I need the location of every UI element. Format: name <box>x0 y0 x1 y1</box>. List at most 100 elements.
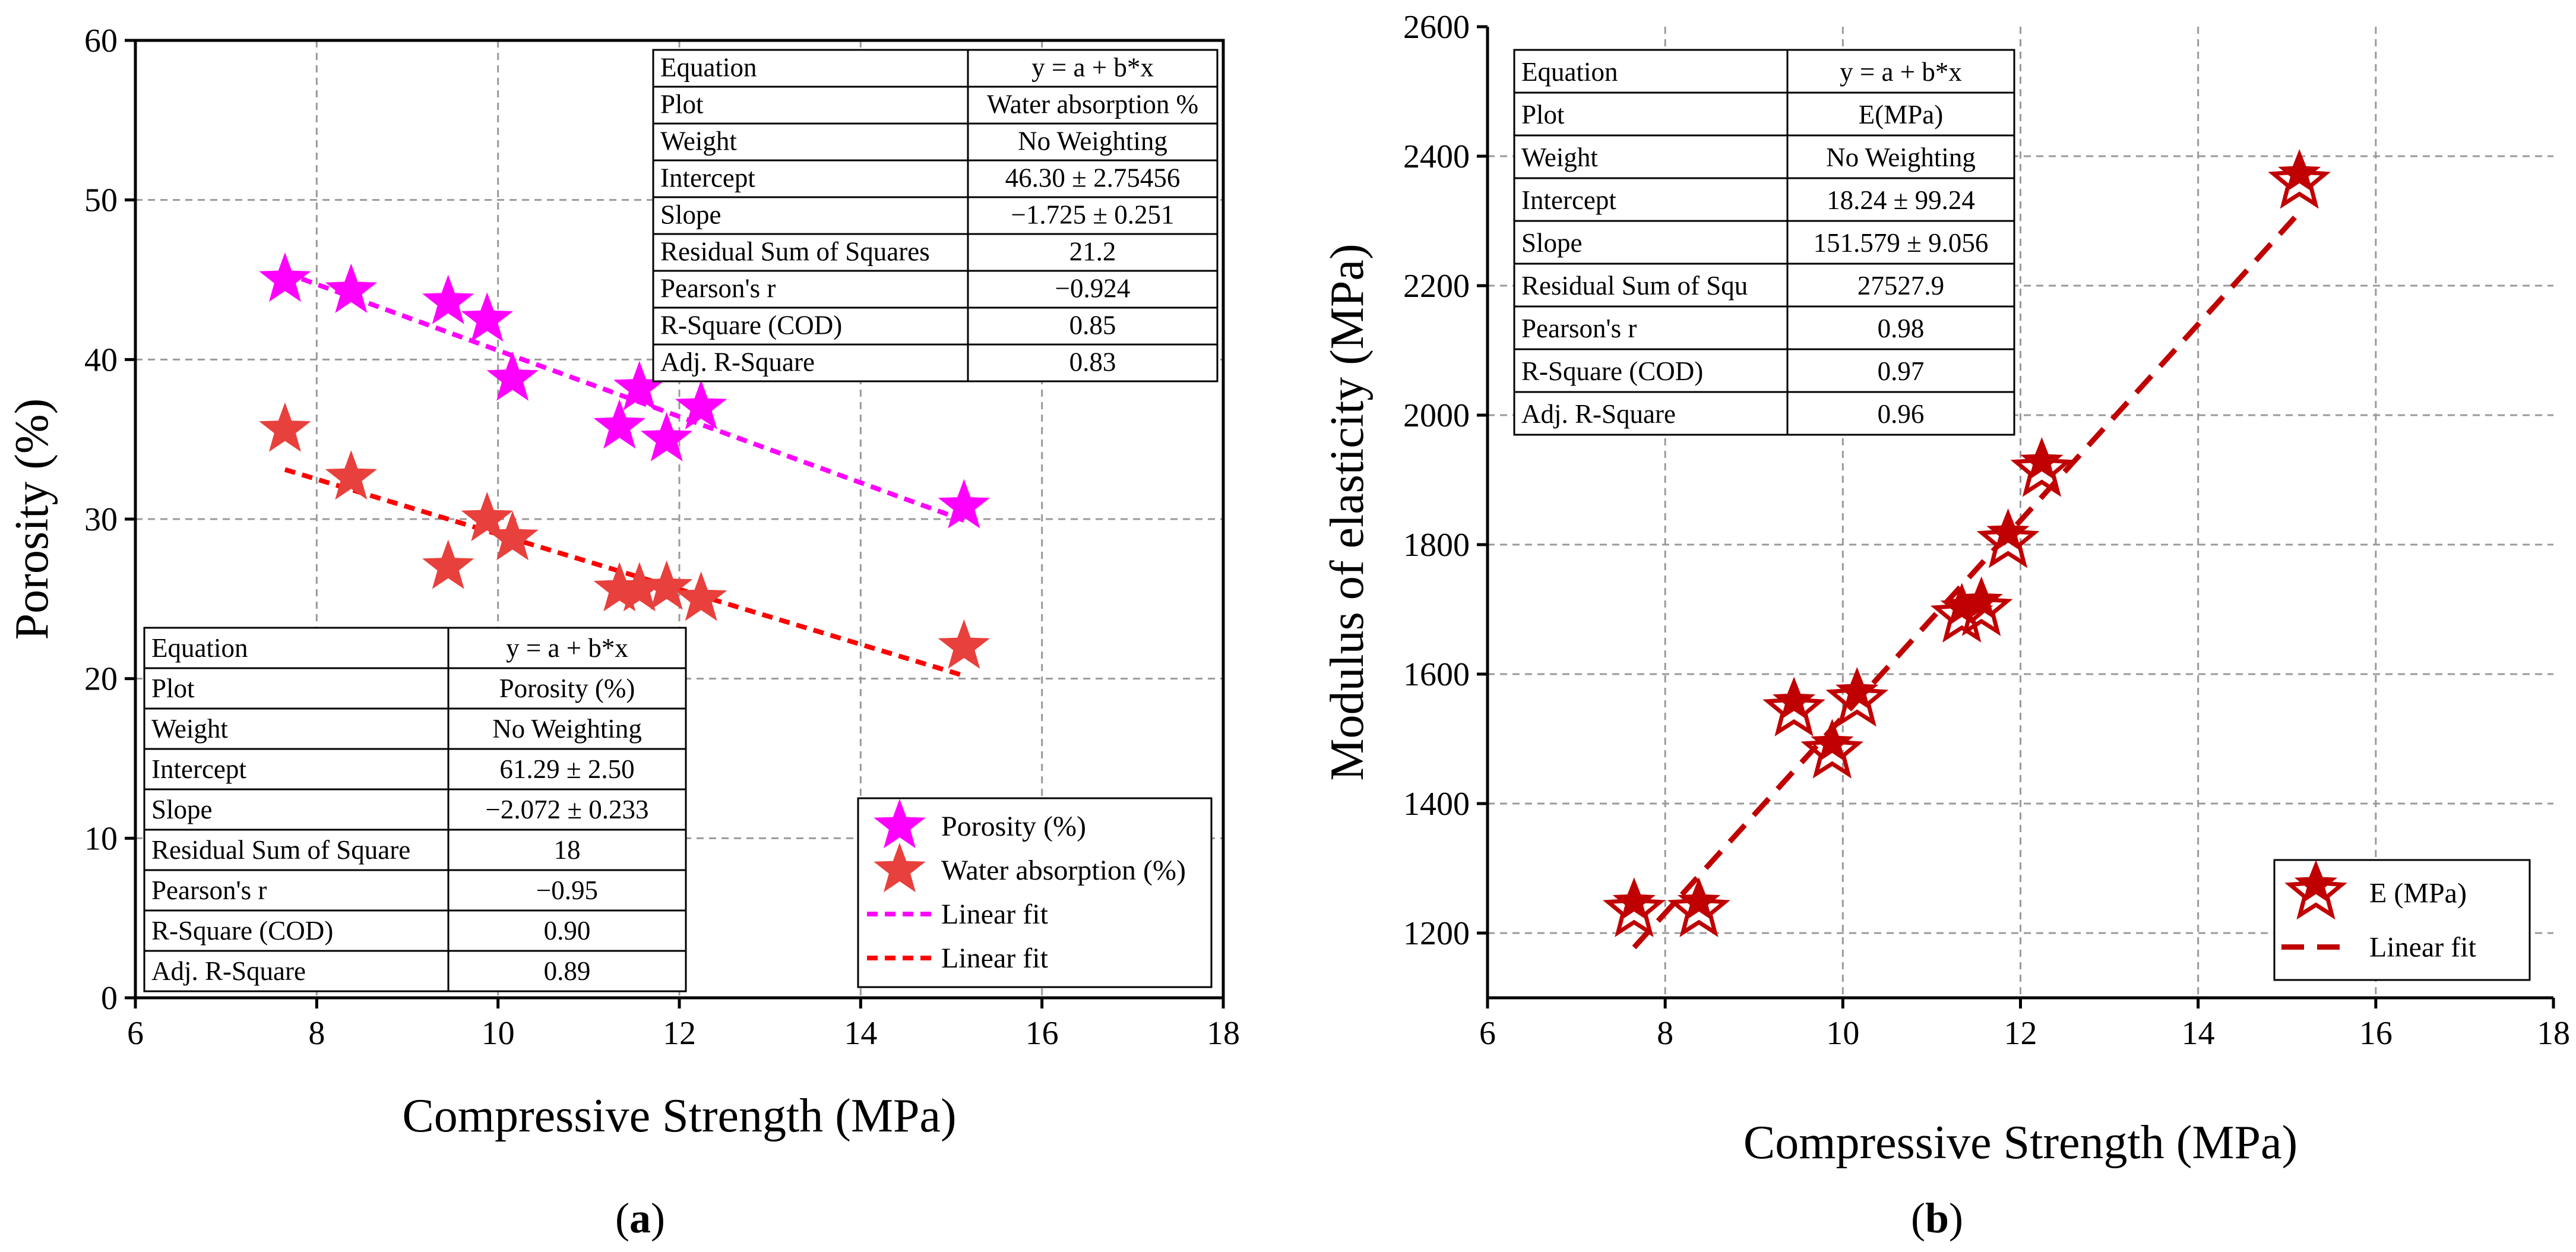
table-key: Equation <box>151 633 248 663</box>
y-tick-label: 1200 <box>1403 915 1470 952</box>
data-point <box>2268 149 2331 209</box>
panel-label: (b) <box>1911 1194 1963 1242</box>
data-point <box>422 274 474 324</box>
table-key: Plot <box>660 90 704 119</box>
x-axis-title: Compressive Strength (MPa) <box>1743 1117 2297 1169</box>
legend-label: Water absorption (%) <box>941 855 1186 886</box>
y-tick-label: 2200 <box>1403 268 1470 305</box>
data-point <box>422 539 474 589</box>
table-value: E(MPa) <box>1859 100 1943 129</box>
table-value: 46.30 ± 2.75456 <box>1005 163 1181 193</box>
legend-label: Linear fit <box>2369 932 2477 963</box>
data-point-fill <box>1960 578 2003 619</box>
table-value: −0.924 <box>1055 274 1131 303</box>
x-tick-label: 18 <box>2537 1015 2570 1052</box>
data-point <box>2010 437 2074 497</box>
legend-star-symbol-fill <box>2294 862 2338 903</box>
table-value: 18.24 ± 99.24 <box>1827 185 1975 215</box>
table-key: Equation <box>1521 57 1618 87</box>
y-axis-title: Porosity (%) <box>6 399 58 640</box>
x-tick-label: 8 <box>1657 1015 1673 1052</box>
x-axis-title: Compressive Strength (MPa) <box>402 1090 956 1142</box>
data-point-fill <box>1612 879 1656 921</box>
series-1 <box>259 252 990 529</box>
x-tick-label: 10 <box>482 1015 515 1052</box>
data-point <box>461 492 514 542</box>
data-point <box>593 399 645 449</box>
table-key: Pearson's r <box>1521 314 1637 343</box>
data-point-fill <box>1772 679 1816 720</box>
data-point <box>675 380 727 430</box>
data-point <box>259 402 311 452</box>
table-key: Slope <box>660 200 721 230</box>
data-point <box>613 562 666 612</box>
table-key: Weight <box>1521 143 1598 172</box>
x-tick-label: 12 <box>2004 1015 2037 1052</box>
data-point-fill <box>1986 510 2030 552</box>
table-key: R-Square (COD) <box>1521 356 1703 386</box>
table-key: Intercept <box>1521 185 1616 215</box>
legend-label: Linear fit <box>941 943 1049 974</box>
table-key: Plot <box>151 674 195 703</box>
x-tick-label: 8 <box>308 1015 325 1052</box>
data-point <box>593 562 645 612</box>
data-point-outline <box>2010 437 2074 497</box>
table-key: Slope <box>151 795 213 824</box>
panel-label-close: ) <box>651 1194 665 1242</box>
data-point-outline <box>1603 877 1666 937</box>
x-tick-label: 6 <box>1479 1015 1496 1052</box>
data-point <box>1825 667 1889 727</box>
table-key: Weight <box>151 714 228 744</box>
table-key: Plot <box>1521 100 1565 129</box>
table-value: 21.2 <box>1069 237 1116 267</box>
table-frame <box>1513 49 2015 436</box>
x-tick-label: 14 <box>844 1015 877 1052</box>
data-point <box>640 412 693 461</box>
y-tick-label: 40 <box>84 342 118 378</box>
table-value: −1.725 ± 0.251 <box>1011 200 1174 230</box>
y-tick-label: 2400 <box>1403 138 1470 175</box>
table-key: Weight <box>660 127 737 156</box>
table-key: Residual Sum of Squares <box>660 237 930 267</box>
linear-fit-line-2 <box>284 467 965 678</box>
data-point <box>1762 676 1825 736</box>
table-key: Intercept <box>151 754 246 784</box>
table-value: Porosity (%) <box>499 674 635 703</box>
table-value: 18 <box>554 835 581 865</box>
table-frame <box>652 49 1219 382</box>
y-tick-label: 1800 <box>1403 527 1470 564</box>
y-tick-label: 1400 <box>1403 786 1470 823</box>
data-point <box>325 450 378 500</box>
table-value: 61.29 ± 2.50 <box>499 754 634 784</box>
y-axis-title: Modulus of elasticity (MPa) <box>1321 244 1374 780</box>
x-tick-label: 14 <box>2182 1015 2215 1052</box>
table-key: Adj. R-Square <box>660 347 815 377</box>
legend-star-symbol-outline <box>2284 859 2347 920</box>
table-value: 27527.9 <box>1857 271 1944 301</box>
table-value: 151.579 ± 9.056 <box>1814 228 1989 258</box>
data-point-outline <box>1667 877 1730 937</box>
table-key: Slope <box>1521 228 1583 258</box>
data-point-fill <box>2278 151 2321 192</box>
legend-frame <box>857 797 1213 988</box>
table-value: y = a + b*x <box>506 633 628 663</box>
data-point-fill <box>1677 879 1721 921</box>
y-tick-label: 50 <box>84 182 118 219</box>
data-point <box>1603 877 1666 937</box>
table-value: 0.85 <box>1069 311 1116 340</box>
table-value: y = a + b*x <box>1840 57 1962 87</box>
data-point-outline <box>1825 667 1889 727</box>
y-tick-label: 1600 <box>1403 656 1470 693</box>
table-value: No Weighting <box>492 714 642 744</box>
panel-label-open: ( <box>615 1194 629 1242</box>
y-tick-label: 2600 <box>1403 9 1470 46</box>
stats-table-1: Equation y = a + b*x Plot Water absorption … <box>652 49 1219 382</box>
data-point <box>486 351 539 401</box>
stats-table-1: Equation y = a + b*x Plot E(MPa) Weight No We… <box>1513 49 2015 436</box>
table-value: 0.97 <box>1878 356 1925 386</box>
table-key: Pearson's r <box>151 875 267 905</box>
panel-label-letter: a <box>629 1194 651 1242</box>
table-value: y = a + b*x <box>1031 53 1154 83</box>
table-value: Water absorption % <box>987 90 1198 119</box>
